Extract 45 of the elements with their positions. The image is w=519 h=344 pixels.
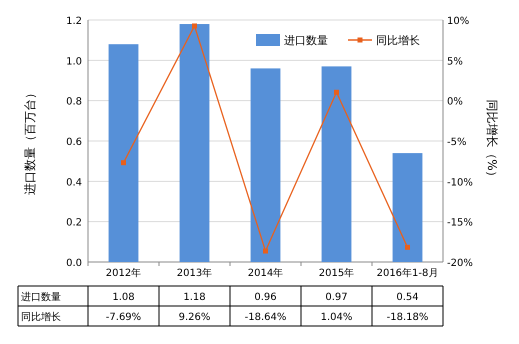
data-label: -18.64%: [244, 312, 286, 323]
legend-label: 同比增长: [376, 34, 420, 47]
data-label: 1.04%: [320, 312, 352, 323]
data-label: 0.96: [254, 292, 277, 303]
bar: [392, 153, 422, 262]
data-label: 1.18: [183, 292, 206, 303]
data-label: 0.54: [396, 292, 419, 303]
y-axis-title: 进口数量（百万台）: [23, 87, 37, 195]
x-tick-label: 2014年: [248, 267, 284, 279]
y-tick-label: 0.8: [66, 96, 82, 108]
legend-label: 进口数量: [284, 34, 328, 47]
bar: [180, 24, 210, 262]
bar: [322, 66, 352, 262]
y-tick-label: 0.2: [66, 218, 82, 229]
data-label: 0.97: [325, 292, 348, 303]
y2-tick-label: 10%: [447, 16, 470, 27]
x-tick-label: 2013年: [176, 267, 212, 279]
y2-tick-label: -5%: [447, 137, 466, 148]
data-label: -18.18%: [386, 312, 428, 323]
y-tick-label: 1.0: [66, 56, 82, 68]
text: 同比增长: [21, 312, 61, 323]
y2-tick-label: -15%: [447, 218, 473, 229]
y2-tick-label: 0%: [447, 96, 463, 108]
y-tick-label: 1.2: [66, 16, 82, 27]
x-tick-label: 2015年: [318, 267, 354, 279]
point: [263, 248, 268, 254]
y-tick-label: 0.4: [66, 177, 82, 188]
x-tick-label: 2012年: [106, 267, 142, 279]
bar: [108, 44, 138, 262]
point: [121, 160, 126, 166]
data-label: -7.69%: [106, 312, 142, 323]
point: [334, 90, 339, 95]
text: 进口数量: [21, 292, 61, 303]
y2-tick-label: -10%: [447, 177, 473, 188]
y2-tick-label: 5%: [447, 56, 463, 68]
data-label: 9.26%: [178, 312, 210, 323]
x-tick-label: 2016年1-8月: [376, 267, 438, 279]
y2-tick-label: -20%: [447, 258, 473, 269]
y-tick-label: 0.0: [66, 258, 82, 269]
point: [405, 244, 410, 250]
point: [192, 23, 197, 28]
data-label: 1.08: [112, 292, 135, 303]
y2-axis-title: 同比增长（%）: [485, 99, 499, 183]
y-tick-label: 0.6: [66, 137, 82, 148]
bar: [250, 68, 280, 262]
